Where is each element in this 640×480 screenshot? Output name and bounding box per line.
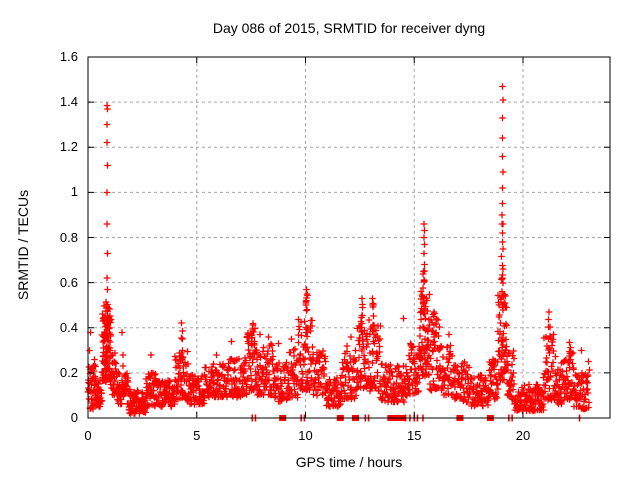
x-tick-label: 5 [193,428,201,443]
y-tick-label: 0 [70,410,78,425]
chart-title: Day 086 of 2015, SRMTID for receiver dyn… [212,20,486,36]
y-tick-label: 1 [70,184,78,200]
y-tick-label: 1.6 [59,49,78,64]
x-axis-label: GPS time / hours [295,454,403,470]
y-tick-label: 1.2 [59,139,78,155]
x-tick-label: 0 [84,428,92,443]
plot-border-and-ticks [87,56,611,419]
x-tick-label: 20 [515,428,531,443]
x-tick-label: 15 [407,428,422,443]
x-tick-label: 10 [298,428,313,443]
y-tick-label: 1.4 [59,94,78,110]
scatter-points [84,83,593,417]
y-tick-label: 0.6 [59,274,78,290]
y-tick-label: 0.2 [59,364,78,380]
y-tick-label: 0.8 [59,229,78,245]
y-tick-label: 0.4 [59,319,78,335]
